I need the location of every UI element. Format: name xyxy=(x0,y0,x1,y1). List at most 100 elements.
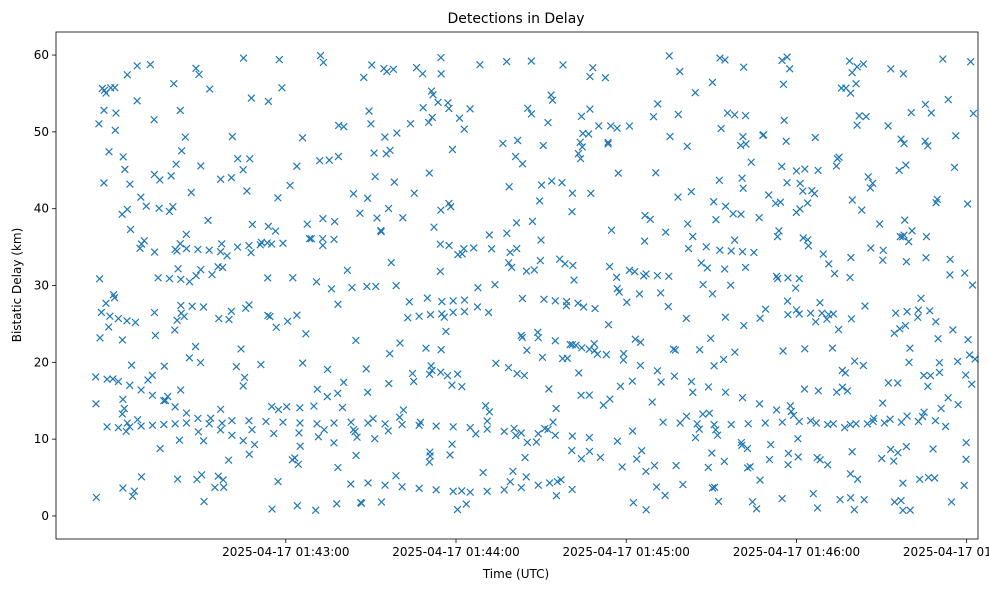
detection-point xyxy=(657,378,665,386)
detection-point xyxy=(741,111,750,120)
detection-point xyxy=(483,417,492,425)
detection-point xyxy=(650,461,659,470)
detection-point xyxy=(133,96,141,105)
detection-point xyxy=(110,293,119,302)
detection-point xyxy=(708,484,717,492)
detection-point xyxy=(814,166,822,175)
detection-point xyxy=(418,69,427,78)
detection-point xyxy=(946,255,955,264)
detection-point xyxy=(616,382,625,391)
detection-point xyxy=(499,139,507,148)
detection-point xyxy=(316,51,325,60)
detection-point xyxy=(906,506,915,515)
detection-point xyxy=(841,369,850,377)
detection-point xyxy=(303,220,312,228)
detection-point xyxy=(367,61,376,69)
detection-point xyxy=(866,184,875,192)
detection-point xyxy=(803,235,812,244)
detection-point xyxy=(425,370,434,379)
detection-point xyxy=(864,173,873,181)
detection-point xyxy=(370,149,378,157)
detection-point xyxy=(848,196,857,204)
track-point xyxy=(171,245,179,254)
detection-point xyxy=(96,334,104,342)
detection-point xyxy=(448,440,456,448)
track-point xyxy=(171,419,179,428)
detection-point xyxy=(199,436,208,445)
detection-point xyxy=(536,256,545,265)
detection-point xyxy=(771,199,780,208)
detection-point xyxy=(764,191,773,199)
detection-point xyxy=(665,52,674,60)
detection-point xyxy=(522,473,531,481)
detection-point xyxy=(897,496,905,505)
detection-point xyxy=(569,261,577,270)
detection-point xyxy=(362,365,371,373)
track-point xyxy=(216,247,225,256)
detection-point xyxy=(269,429,278,438)
detection-point xyxy=(636,338,645,347)
detection-point xyxy=(503,229,511,238)
track-point xyxy=(795,417,804,426)
detection-point xyxy=(247,94,256,102)
detection-point xyxy=(577,344,586,352)
detection-point xyxy=(513,136,522,145)
track-point xyxy=(114,423,123,432)
detection-point xyxy=(458,382,466,391)
detection-point xyxy=(944,95,953,104)
detection-point xyxy=(185,277,194,286)
track-point xyxy=(687,377,696,386)
detection-point xyxy=(716,54,724,62)
track-point xyxy=(806,416,815,425)
detection-point xyxy=(119,153,127,161)
track-point xyxy=(449,308,457,317)
detection-point xyxy=(248,425,256,434)
detection-point xyxy=(320,425,328,434)
detection-point xyxy=(211,483,219,492)
track-point xyxy=(636,361,645,370)
detection-point xyxy=(899,506,907,515)
detection-point xyxy=(351,427,359,436)
detection-point xyxy=(679,480,687,489)
detection-point xyxy=(739,184,747,193)
detection-point xyxy=(425,169,434,177)
detection-point xyxy=(302,330,310,338)
detection-point xyxy=(884,379,893,387)
track-point xyxy=(664,272,673,281)
track-point xyxy=(296,419,304,427)
track-point xyxy=(415,421,423,430)
detection-point xyxy=(175,436,184,445)
detection-point xyxy=(687,187,696,196)
detection-point xyxy=(843,387,852,395)
detection-point xyxy=(274,405,283,414)
detection-point xyxy=(890,498,899,506)
detection-point xyxy=(214,262,222,271)
track-point xyxy=(313,419,321,428)
detection-point xyxy=(723,109,732,117)
detection-point xyxy=(783,297,792,305)
detection-point xyxy=(523,438,532,447)
detection-point xyxy=(296,403,304,412)
detection-point xyxy=(520,371,529,380)
detection-point xyxy=(808,186,816,195)
detection-point xyxy=(586,105,594,113)
detection-point xyxy=(755,213,764,222)
y-tick-label: 40 xyxy=(34,202,49,216)
detection-point xyxy=(430,223,438,231)
detection-point xyxy=(893,379,902,387)
detection-point xyxy=(196,162,205,170)
detection-point xyxy=(223,251,231,260)
detection-point xyxy=(720,265,729,273)
detection-point xyxy=(962,455,970,464)
detection-point xyxy=(832,162,841,170)
detection-point xyxy=(512,244,521,253)
detection-point xyxy=(894,448,902,457)
detection-point xyxy=(485,408,494,416)
track-point xyxy=(194,414,202,423)
detection-point xyxy=(330,217,339,226)
detection-point xyxy=(282,402,291,411)
detection-point xyxy=(387,258,396,267)
detection-point xyxy=(695,345,704,354)
detection-point xyxy=(913,313,922,322)
detection-point xyxy=(272,323,281,332)
